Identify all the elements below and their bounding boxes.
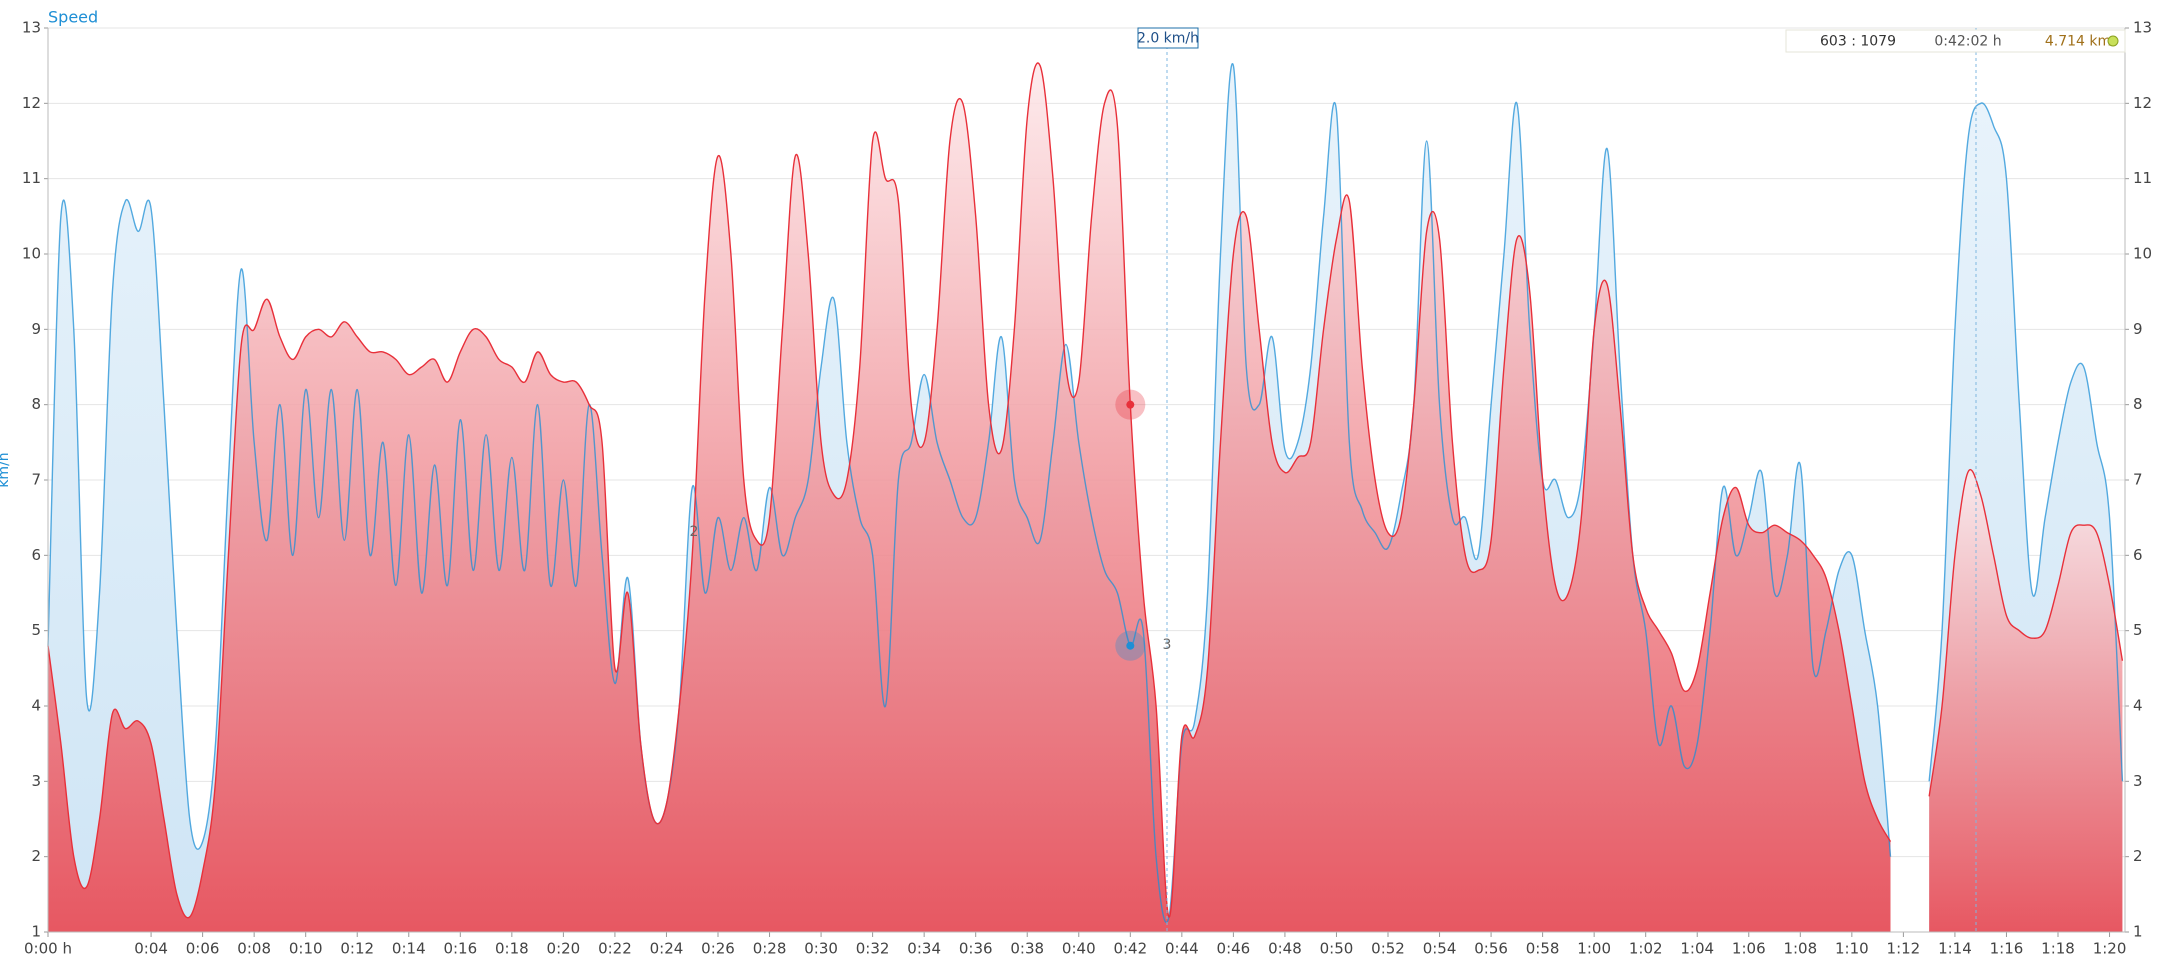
x-tick-label: 0:08 (237, 940, 271, 957)
y2-tick-label: 5 (2133, 621, 2143, 639)
x-tick-label: 1:20 (2093, 940, 2127, 957)
x-tick-label: 0:20 (547, 940, 581, 957)
x-tick-label: 0:18 (495, 940, 529, 957)
y2-tick-label: 11 (2133, 169, 2152, 187)
y-axis-label: km/h (0, 452, 12, 487)
x-tick-label: 1:06 (1732, 940, 1766, 957)
y2-tick-label: 4 (2133, 697, 2143, 715)
y2-tick-label: 9 (2133, 320, 2143, 338)
lap-label: 2 (690, 524, 699, 540)
line (1928, 102, 2124, 782)
y2-tick-label: 7 (2133, 471, 2143, 489)
info-index: 603 : 1079 (1820, 34, 1896, 50)
y2-tick-label: 8 (2133, 395, 2143, 413)
x-tick-label: 0:38 (1010, 940, 1044, 957)
x-tick-label: 0:00 h (24, 940, 72, 957)
x-tick-label: 1:12 (1887, 940, 1921, 957)
x-tick-label: 1:14 (1938, 940, 1972, 957)
line (47, 62, 1892, 919)
y2-tick-label: 12 (2133, 94, 2152, 112)
annotation: 2.0 km/h (1137, 31, 1199, 47)
y2-tick-label: 2 (2133, 847, 2143, 865)
y-tick-label: 11 (22, 169, 41, 187)
x-tick-label: 0:30 (804, 940, 838, 957)
annotation-box (1137, 27, 1199, 49)
x-tick-label: 1:10 (1835, 940, 1869, 957)
x-tick-label: 1:08 (1783, 940, 1817, 957)
y-tick-label: 1 (31, 923, 41, 941)
y-tick-label: 8 (31, 395, 41, 413)
areas (48, 63, 2123, 932)
y-tick-label: 7 (31, 471, 41, 489)
area (1929, 469, 2123, 932)
cursor-dot (1126, 400, 1135, 409)
x-tick-label: 0:28 (753, 940, 787, 957)
y-tick-label: 2 (31, 847, 41, 865)
line (1928, 469, 2124, 797)
x-tick-label: 0:58 (1526, 940, 1560, 957)
info-icon (2107, 35, 2119, 47)
x-tick-label: 0:12 (340, 940, 374, 957)
y2-tick-label: 1 (2133, 923, 2143, 941)
x-tick-label: 0:36 (959, 940, 993, 957)
x-tick-label: 0:04 (134, 940, 168, 957)
y-tick-label: 3 (31, 772, 41, 790)
cursor-dot (1126, 641, 1135, 650)
x-tick-label: 0:14 (392, 940, 426, 957)
x-tick-label: 0:06 (186, 940, 220, 957)
x-tick-label: 0:50 (1320, 940, 1354, 957)
x-tick-label: 0:32 (856, 940, 890, 957)
y2-tick-label: 3 (2133, 772, 2143, 790)
y-tick-label: 4 (31, 697, 41, 715)
x-tick-label: 0:48 (1268, 940, 1302, 957)
x-tick-label: 0:22 (598, 940, 632, 957)
y2-tick-label: 13 (2133, 19, 2152, 37)
info-box (1785, 29, 2126, 53)
x-tick-label: 0:56 (1474, 940, 1508, 957)
x-tick-label: 0:26 (701, 940, 735, 957)
x-tick-label: 0:24 (650, 940, 684, 957)
area (48, 63, 1891, 932)
x-tick-label: 0:34 (907, 940, 941, 957)
y2-tick-label: 6 (2133, 546, 2143, 564)
x-tick-label: 0:16 (443, 940, 477, 957)
info-time: 0:42:02 h (1934, 34, 2001, 50)
x-tick-label: 1:02 (1629, 940, 1663, 957)
y-tick-label: 5 (31, 621, 41, 639)
x-tick-label: 1:04 (1680, 940, 1714, 957)
x-tick-label: 0:54 (1423, 940, 1457, 957)
x-tick-label: 0:42 (1113, 940, 1147, 957)
x-tick-label: 1:18 (2041, 940, 2075, 957)
y-tick-label: 10 (22, 245, 41, 263)
x-tick-label: 0:10 (289, 940, 323, 957)
x-tick-label: 1:00 (1577, 940, 1611, 957)
x-tick-label: 0:44 (1165, 940, 1199, 957)
x-tick-label: 0:52 (1371, 940, 1405, 957)
y-tick-label: 9 (31, 320, 41, 338)
info-distance: 4.714 km (2045, 34, 2111, 50)
lines (47, 62, 2124, 924)
x-tick-label: 0:46 (1217, 940, 1251, 957)
x-tick-label: 1:16 (1990, 940, 2024, 957)
x-tick-label: 0:40 (1062, 940, 1096, 957)
y2-tick-label: 10 (2133, 245, 2152, 263)
y-tick-label: 12 (22, 94, 41, 112)
line (47, 63, 1892, 924)
y-tick-label: 13 (22, 19, 41, 37)
chart-title: Speed (48, 8, 98, 27)
lap-label: 3 (1163, 637, 1172, 653)
y-tick-label: 6 (31, 546, 41, 564)
